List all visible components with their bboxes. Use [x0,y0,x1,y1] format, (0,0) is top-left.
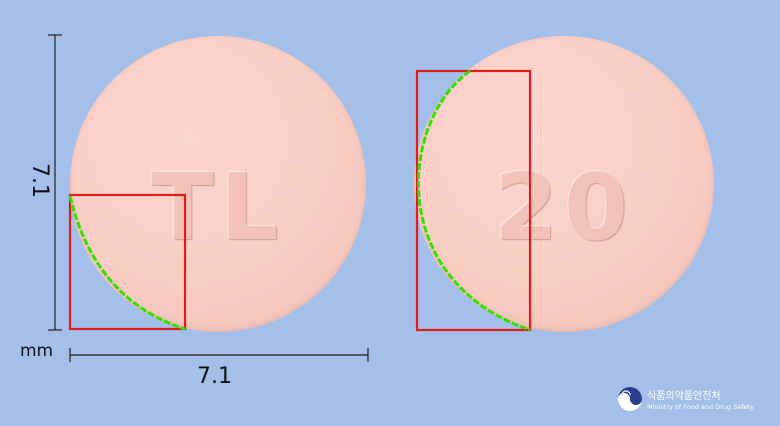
height-dimension-line [48,34,62,331]
front-guide-box [68,193,187,331]
front-imprint: TL [151,154,285,261]
unit-label: mm [20,341,54,361]
width-dimension-line [69,348,369,362]
tablet-back-face: 20 [414,36,714,332]
back-edge-trace [416,69,531,332]
front-edge-trace [68,195,186,331]
back-imprint: 20 [493,154,635,261]
back-guide-box [415,69,532,332]
width-label: 7.1 [197,364,232,389]
height-label: 7.1 [27,163,52,198]
logo-english-text: Ministry of Food and Drug Safety [647,403,754,411]
tablet-front-face: TL [70,36,366,332]
mfds-emblem-icon [618,387,642,411]
logo-korean-text: 식품의약품안전처 [647,391,721,402]
